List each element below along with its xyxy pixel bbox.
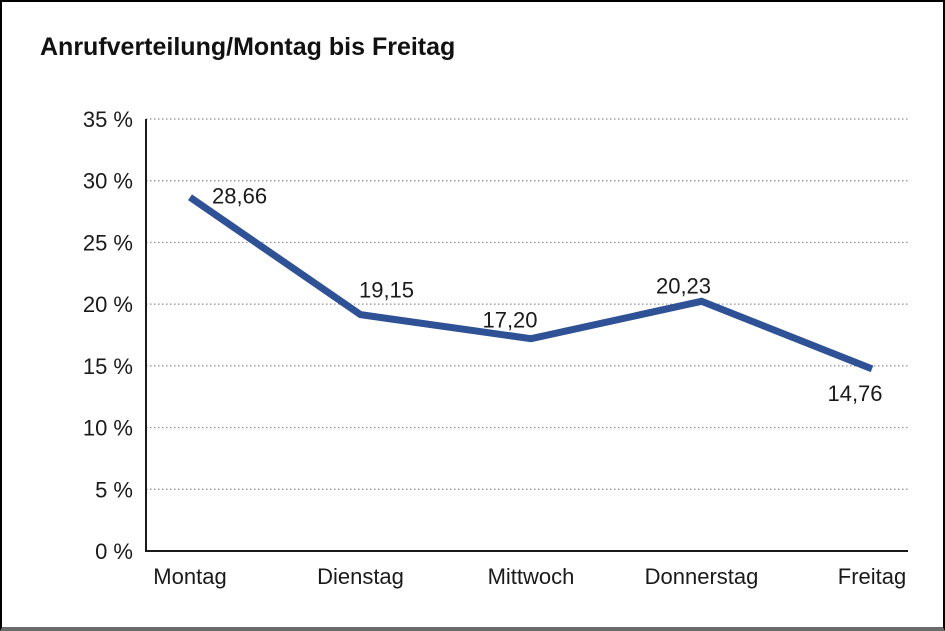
data-point-label: 17,20 (482, 308, 537, 333)
y-tick-label: 15 % (83, 354, 133, 379)
x-tick-label: Montag (153, 564, 226, 589)
y-tick-label: 10 % (83, 416, 133, 441)
y-tick-label: 30 % (83, 169, 133, 194)
y-tick-label: 0 % (95, 539, 133, 564)
x-tick-label: Dienstag (317, 564, 404, 589)
data-point-label: 20,23 (656, 273, 711, 298)
y-tick-label: 5 % (95, 477, 133, 502)
chart-title: Anrufverteilung/Montag bis Freitag (40, 33, 456, 61)
data-point-label: 14,76 (827, 381, 882, 406)
x-tick-label: Mittwoch (488, 564, 575, 589)
y-tick-label: 25 % (83, 230, 133, 255)
data-line-series (188, 194, 874, 373)
y-tick-label: 35 % (83, 107, 133, 132)
data-point-label: 28,66 (212, 183, 267, 208)
x-tick-label: Donnerstag (645, 564, 759, 589)
data-point-label: 19,15 (359, 278, 414, 303)
x-tick-label: Freitag (838, 564, 906, 589)
y-tick-label: 20 % (83, 292, 133, 317)
